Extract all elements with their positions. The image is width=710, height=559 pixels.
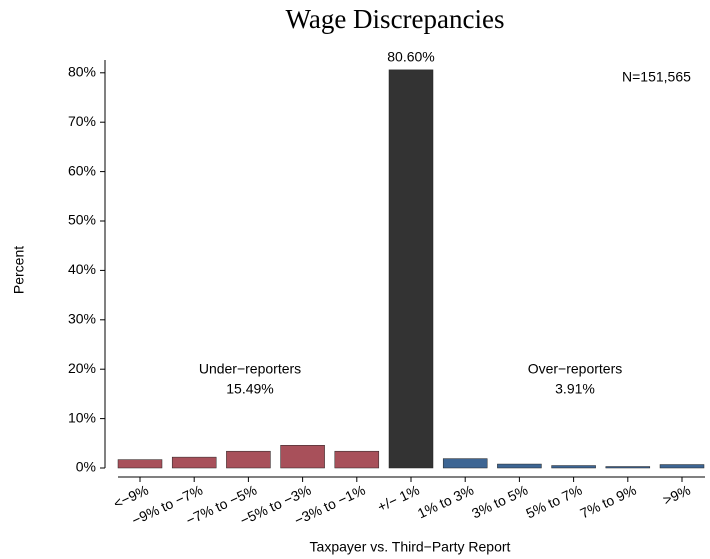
bar [334,450,380,469]
bar [659,464,705,469]
chart-title: Wage Discrepancies [286,4,505,34]
annotation: N=151,565 [622,69,691,85]
y-axis-label: Percent [11,246,27,294]
x-tick-label: 3% to 5% [469,482,530,522]
y-tick-label: 80% [68,64,96,80]
y-tick-label: 40% [68,261,96,277]
y-tick-label: 60% [68,162,96,178]
y-tick-label: 30% [68,311,96,327]
y-tick-label: 10% [68,409,96,425]
bar [497,463,542,469]
bar [388,69,434,469]
x-tick-label: 7% to 9% [578,482,639,522]
x-tick-label: 1% to 3% [415,482,476,522]
y-tick-label: 20% [68,360,96,376]
x-tick-label: 5% to 7% [523,482,584,522]
bar [117,459,163,469]
y-tick-label: 70% [68,113,96,129]
x-tick-label: +/− 1% [375,482,422,515]
annotation: Under−reporters [199,361,301,377]
y-tick-label: 50% [68,212,96,228]
bar [280,445,325,469]
bar [605,466,651,469]
bar [442,458,488,469]
x-tick-label: >9% [660,482,693,509]
bar [226,450,271,469]
annotation: Over−reporters [528,361,623,377]
bar [551,465,596,469]
value-label: 80.60% [387,49,434,65]
y-tick-label: 0% [76,459,96,475]
annotation: 3.91% [555,381,595,397]
bar [171,456,217,469]
annotation: 15.49% [226,381,273,397]
x-axis-label: Taxpayer vs. Third−Party Report [310,539,511,555]
